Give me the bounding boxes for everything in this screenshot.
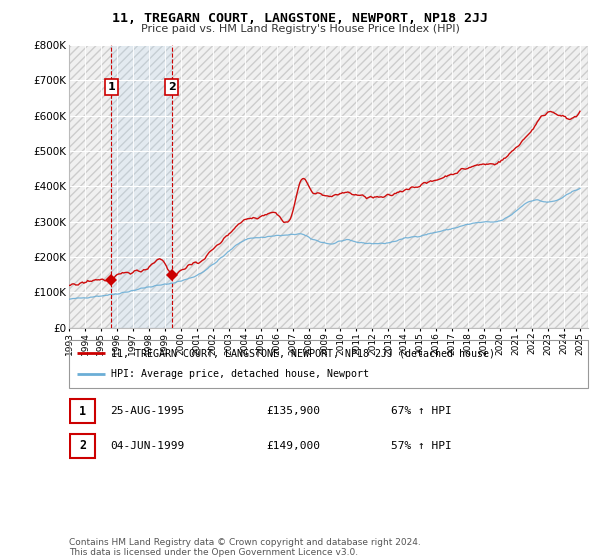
Text: HPI: Average price, detached house, Newport: HPI: Average price, detached house, Newp… [110, 369, 368, 379]
Text: 11, TREGARN COURT, LANGSTONE, NEWPORT, NP18 2JJ: 11, TREGARN COURT, LANGSTONE, NEWPORT, N… [112, 12, 488, 25]
Text: 04-JUN-1999: 04-JUN-1999 [110, 441, 185, 451]
Bar [110, 45, 171, 328]
Text: 2: 2 [79, 439, 86, 452]
Text: £135,900: £135,900 [266, 406, 320, 416]
Text: 1: 1 [79, 404, 86, 418]
Bar [70, 399, 95, 423]
Text: 67% ↑ HPI: 67% ↑ HPI [391, 406, 452, 416]
Text: 1: 1 [107, 82, 115, 92]
Text: 2: 2 [167, 82, 175, 92]
Text: 25-AUG-1995: 25-AUG-1995 [110, 406, 185, 416]
Text: Price paid vs. HM Land Registry's House Price Index (HPI): Price paid vs. HM Land Registry's House … [140, 24, 460, 34]
Text: Contains HM Land Registry data © Crown copyright and database right 2024.
This d: Contains HM Land Registry data © Crown c… [69, 538, 421, 557]
Bar [70, 433, 95, 458]
Text: £149,000: £149,000 [266, 441, 320, 451]
Text: 11, TREGARN COURT, LANGSTONE, NEWPORT, NP18 2JJ (detached house): 11, TREGARN COURT, LANGSTONE, NEWPORT, N… [110, 348, 494, 358]
Text: 57% ↑ HPI: 57% ↑ HPI [391, 441, 452, 451]
